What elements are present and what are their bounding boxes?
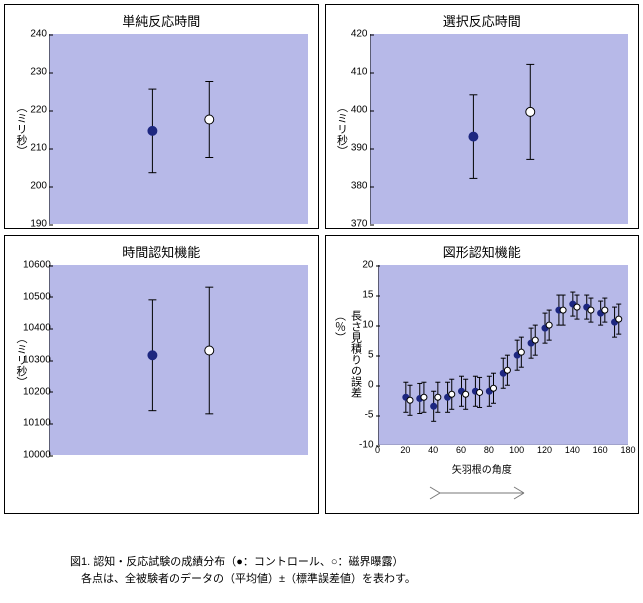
y-tick: 410 <box>344 67 368 78</box>
x-tick: 20 <box>400 445 410 455</box>
y-tick: 15 <box>356 290 374 301</box>
exposure-marker <box>420 394 426 400</box>
exposure-marker <box>448 391 454 397</box>
y-tick: 5 <box>356 350 374 361</box>
x-tick: 140 <box>565 445 580 455</box>
x-tick: 60 <box>456 445 466 455</box>
caption-line1: 図1. 認知・反応試験の成績分布（●：コントロール、○：磁界曝露） <box>70 554 623 571</box>
y-tick: -10 <box>356 440 374 451</box>
caption-line2: 各点は、全被験者のデータの（平均値）±（標準誤差値）を表わす。 <box>70 571 623 588</box>
panel-3: 時間認知機能（ミリ秒）10000101001020010300104001050… <box>4 235 319 514</box>
y-tick: 370 <box>344 219 368 230</box>
y-tick: 10400 <box>23 323 47 334</box>
panel-title: 図形認知機能 <box>330 242 635 261</box>
x-tick: 100 <box>509 445 524 455</box>
exposure-marker <box>587 307 593 313</box>
plot-area <box>378 265 629 445</box>
y-tick: 20 <box>356 260 374 271</box>
exposure-marker <box>532 337 538 343</box>
y-tick: 10600 <box>23 260 47 271</box>
chart-grid: 単純反応時間（ミリ秒）190200210220230240選択反応時間（ミリ秒）… <box>0 0 643 518</box>
y-tick: 380 <box>344 181 368 192</box>
exposure-marker <box>615 316 621 322</box>
y-tick: 10300 <box>23 355 47 366</box>
exposure-marker <box>560 307 566 313</box>
exposure-marker <box>518 349 524 355</box>
control-marker <box>430 403 436 409</box>
y-tick: 10100 <box>23 418 47 429</box>
arrow-diagram-icon <box>330 482 635 509</box>
x-tick: 80 <box>484 445 494 455</box>
plot-svg <box>378 265 628 445</box>
y-tick: 200 <box>23 181 47 192</box>
panel-1: 単純反応時間（ミリ秒）190200210220230240 <box>4 4 319 229</box>
exposure-marker <box>573 304 579 310</box>
y-tick: 190 <box>23 219 47 230</box>
control-marker <box>148 351 157 360</box>
exposure-marker <box>407 397 413 403</box>
plot-svg <box>49 34 308 224</box>
exposure-marker <box>434 394 440 400</box>
x-tick: 180 <box>620 445 635 455</box>
control-marker <box>468 132 477 141</box>
y-tick: 210 <box>23 143 47 154</box>
y-tick: 390 <box>344 143 368 154</box>
y-tick: 10500 <box>23 291 47 302</box>
y-tick: 240 <box>23 29 47 40</box>
control-marker <box>148 126 157 135</box>
x-tick: 120 <box>537 445 552 455</box>
y-tick: -5 <box>356 410 374 421</box>
y-tick: 0 <box>356 380 374 391</box>
y-tick: 10000 <box>23 450 47 461</box>
y-tick: 10200 <box>23 386 47 397</box>
panel-2: 選択反応時間（ミリ秒）370380390400410420 <box>325 4 640 229</box>
x-tick: 160 <box>593 445 608 455</box>
exposure-marker <box>462 391 468 397</box>
x-axis-label: 矢羽根の角度 <box>330 461 635 476</box>
panel-title: 時間認知機能 <box>9 242 314 261</box>
plot-area <box>49 265 308 455</box>
exposure-marker <box>205 115 214 124</box>
plot-area <box>49 34 308 224</box>
y-tick: 400 <box>344 105 368 116</box>
x-tick: 0 <box>375 445 380 455</box>
exposure-marker <box>504 367 510 373</box>
y-tick: 220 <box>23 105 47 116</box>
y-tick: 230 <box>23 67 47 78</box>
panel-4: 図形認知機能長さ見積りの誤差（％）-10-5051015200204060801… <box>325 235 640 514</box>
exposure-marker <box>205 346 214 355</box>
panel-title: 単純反応時間 <box>9 11 314 30</box>
exposure-marker <box>601 307 607 313</box>
plot-svg <box>370 34 629 224</box>
x-ticks: 020406080100120140160180 <box>378 445 629 459</box>
exposure-marker <box>490 385 496 391</box>
x-tick: 40 <box>428 445 438 455</box>
plot-svg <box>49 265 308 455</box>
panel-title: 選択反応時間 <box>330 11 635 30</box>
figure-caption: 図1. 認知・反応試験の成績分布（●：コントロール、○：磁界曝露） 各点は、全被… <box>70 554 623 587</box>
exposure-marker <box>525 107 534 116</box>
y-tick: 420 <box>344 29 368 40</box>
plot-area <box>370 34 629 224</box>
y-tick: 10 <box>356 320 374 331</box>
exposure-marker <box>476 389 482 395</box>
exposure-marker <box>546 322 552 328</box>
